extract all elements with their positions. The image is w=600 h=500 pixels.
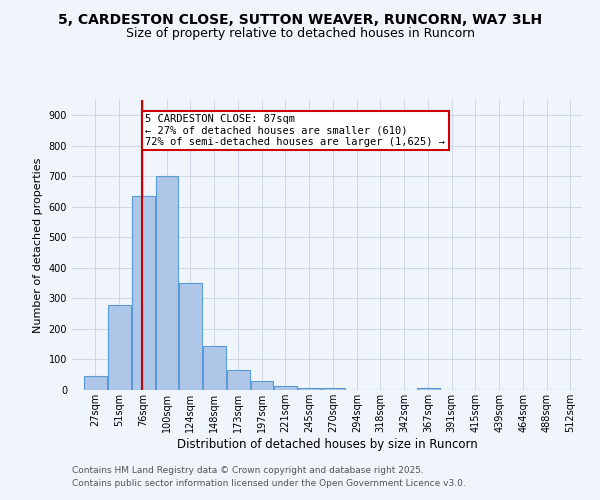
Text: 5, CARDESTON CLOSE, SUTTON WEAVER, RUNCORN, WA7 3LH: 5, CARDESTON CLOSE, SUTTON WEAVER, RUNCO…: [58, 12, 542, 26]
Y-axis label: Number of detached properties: Number of detached properties: [33, 158, 43, 332]
Bar: [203, 346, 226, 390]
Bar: [179, 283, 202, 390]
Text: Contains HM Land Registry data © Crown copyright and database right 2025.: Contains HM Land Registry data © Crown c…: [72, 466, 424, 475]
Bar: [417, 388, 440, 390]
Bar: [227, 370, 250, 390]
Bar: [322, 388, 345, 390]
Text: Size of property relative to detached houses in Runcorn: Size of property relative to detached ho…: [125, 28, 475, 40]
Text: 5 CARDESTON CLOSE: 87sqm
← 27% of detached houses are smaller (610)
72% of semi-: 5 CARDESTON CLOSE: 87sqm ← 27% of detach…: [145, 114, 445, 147]
Bar: [107, 304, 131, 390]
Bar: [274, 386, 297, 390]
Bar: [84, 376, 107, 390]
Bar: [132, 196, 155, 390]
X-axis label: Distribution of detached houses by size in Runcorn: Distribution of detached houses by size …: [176, 438, 478, 450]
Bar: [155, 176, 178, 390]
Bar: [251, 381, 273, 390]
Bar: [298, 388, 321, 390]
Text: Contains public sector information licensed under the Open Government Licence v3: Contains public sector information licen…: [72, 478, 466, 488]
